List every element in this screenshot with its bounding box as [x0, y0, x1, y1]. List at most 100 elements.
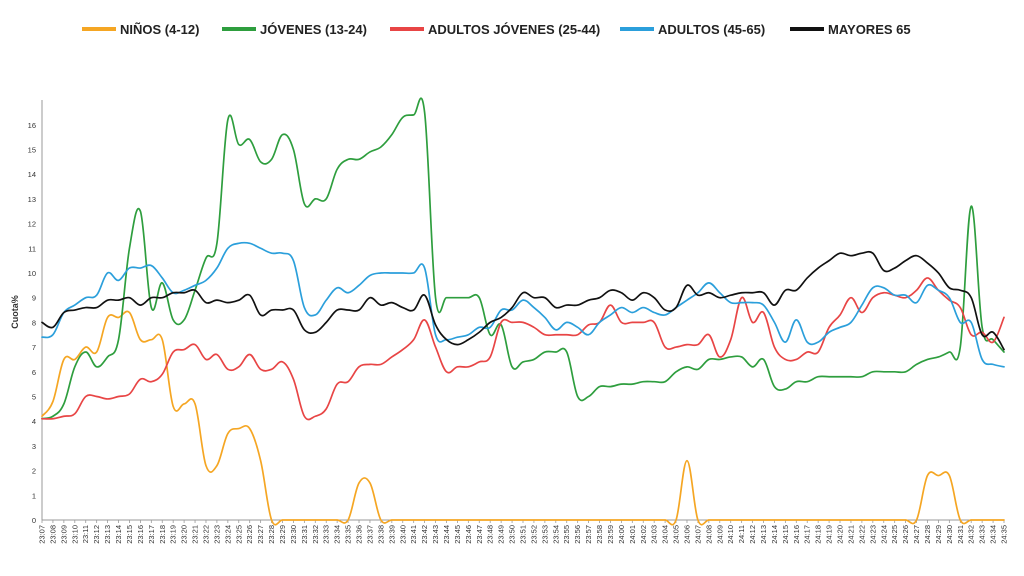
x-tick-label: 24:29	[934, 525, 943, 544]
x-tick-label: 23:31	[300, 525, 309, 544]
y-axis-label: Cuota%	[10, 295, 20, 329]
legend-label: ADULTOS (45-65)	[658, 22, 765, 37]
series-line-0	[41, 310, 1005, 526]
x-tick-label: 23:38	[376, 525, 385, 544]
y-tick-label: 16	[28, 121, 36, 130]
x-tick-label: 24:02	[639, 525, 648, 544]
x-tick-label: 24:03	[650, 525, 659, 544]
series-line-3	[41, 241, 1005, 368]
x-tick-label: 24:20	[836, 525, 845, 544]
series-line-2	[41, 277, 1005, 421]
x-axis: 23:07 23:08 23:09 23:10 23:11 23:12 23:13 23:14…	[38, 519, 1009, 544]
x-tick-label: 23:35	[344, 525, 353, 544]
x-tick-label: 24:06	[682, 525, 691, 544]
x-tick-label: 23:15	[125, 525, 134, 544]
x-tick-label: 24:34	[989, 525, 998, 544]
x-tick-label: 23:51	[519, 525, 528, 544]
x-tick-label: 24:00	[617, 525, 626, 544]
legend-swatch	[222, 27, 256, 31]
y-tick-label: 14	[28, 170, 36, 179]
x-tick-label: 23:41	[409, 525, 418, 544]
x-tick-label: 24:15	[781, 525, 790, 544]
x-tick-label: 23:49	[497, 525, 506, 544]
x-tick-label: 24:11	[737, 525, 746, 543]
x-tick-label: 23:17	[147, 525, 156, 544]
x-tick-label: 23:24	[223, 525, 232, 544]
x-tick-label: 23:28	[267, 525, 276, 544]
y-tick-label: 10	[28, 269, 36, 278]
x-tick-label: 23:48	[486, 525, 495, 544]
x-tick-label: 23:25	[234, 525, 243, 544]
x-tick-label: 24:26	[901, 525, 910, 544]
x-tick-label: 23:36	[355, 525, 364, 544]
x-tick-label: 24:01	[628, 525, 637, 544]
x-tick-label: 23:57	[584, 525, 593, 544]
x-tick-label: 24:05	[672, 525, 681, 544]
x-tick-label: 23:10	[70, 525, 79, 544]
x-tick-label: 23:47	[475, 525, 484, 544]
x-tick-label: 23:09	[59, 525, 68, 544]
x-tick-label: 24:18	[814, 525, 823, 544]
y-tick-label: 4	[32, 417, 36, 426]
y-tick-label: 15	[28, 145, 36, 154]
x-tick-label: 23:34	[333, 525, 342, 544]
x-tick-label: 24:33	[978, 525, 987, 544]
legend-swatch	[620, 27, 654, 31]
x-tick-label: 24:25	[890, 525, 899, 544]
x-tick-label: 23:37	[365, 525, 374, 544]
x-tick-label: 23:11	[81, 525, 90, 543]
x-tick-label: 23:54	[551, 525, 560, 544]
x-tick-label: 23:30	[289, 525, 298, 544]
plot-area	[41, 97, 1005, 526]
legend-swatch	[790, 27, 824, 31]
x-tick-label: 23:08	[48, 525, 57, 544]
x-tick-label: 23:46	[464, 525, 473, 544]
y-tick-label: 3	[32, 442, 36, 451]
x-tick-label: 23:18	[158, 525, 167, 544]
x-tick-label: 23:45	[453, 525, 462, 544]
x-tick-label: 24:08	[704, 525, 713, 544]
x-tick-label: 24:14	[770, 525, 779, 544]
x-tick-label: 23:50	[508, 525, 517, 544]
x-tick-label: 23:27	[256, 525, 265, 544]
x-tick-label: 23:44	[442, 525, 451, 544]
legend-swatch	[82, 27, 116, 31]
x-tick-label: 23:13	[103, 525, 112, 544]
x-tick-label: 23:16	[136, 525, 145, 544]
x-tick-label: 24:30	[945, 525, 954, 544]
x-tick-label: 23:58	[595, 525, 604, 544]
chart-legend: NIÑOS (4-12) JÓVENES (13-24) ADULTOS JÓVEN…	[82, 22, 911, 37]
y-tick-label: 13	[28, 195, 36, 204]
legend-label: ADULTOS JÓVENES (25-44)	[428, 22, 600, 37]
series-line-4	[41, 250, 1005, 351]
x-tick-label: 23:26	[245, 525, 254, 544]
x-tick-label: 23:22	[201, 525, 210, 544]
x-tick-label: 23:40	[398, 525, 407, 544]
y-tick-label: 1	[32, 491, 36, 500]
y-tick-label: 8	[32, 318, 36, 327]
legend-label: JÓVENES (13-24)	[260, 22, 367, 37]
x-tick-label: 24:28	[923, 525, 932, 544]
x-tick-label: 24:13	[759, 525, 768, 544]
x-tick-label: 24:21	[846, 525, 855, 544]
x-tick-label: 23:29	[278, 525, 287, 544]
legend-swatch	[390, 27, 424, 31]
x-tick-label: 24:32	[967, 525, 976, 544]
x-tick-label: 24:35	[1000, 525, 1009, 544]
x-tick-label: 24:19	[825, 525, 834, 544]
x-tick-label: 23:12	[92, 525, 101, 544]
x-tick-label: 24:31	[956, 525, 965, 544]
x-tick-label: 24:12	[748, 525, 757, 544]
legend-label: MAYORES 65	[828, 22, 911, 37]
x-tick-label: 23:53	[540, 525, 549, 544]
x-tick-label: 23:39	[387, 525, 396, 544]
x-tick-label: 24:10	[726, 525, 735, 544]
x-tick-label: 23:43	[431, 525, 440, 544]
y-tick-label: 7	[32, 343, 36, 352]
x-tick-label: 24:07	[693, 525, 702, 544]
legend-label: NIÑOS (4-12)	[120, 22, 199, 37]
x-tick-label: 23:42	[420, 525, 429, 544]
x-tick-label: 23:33	[322, 525, 331, 544]
